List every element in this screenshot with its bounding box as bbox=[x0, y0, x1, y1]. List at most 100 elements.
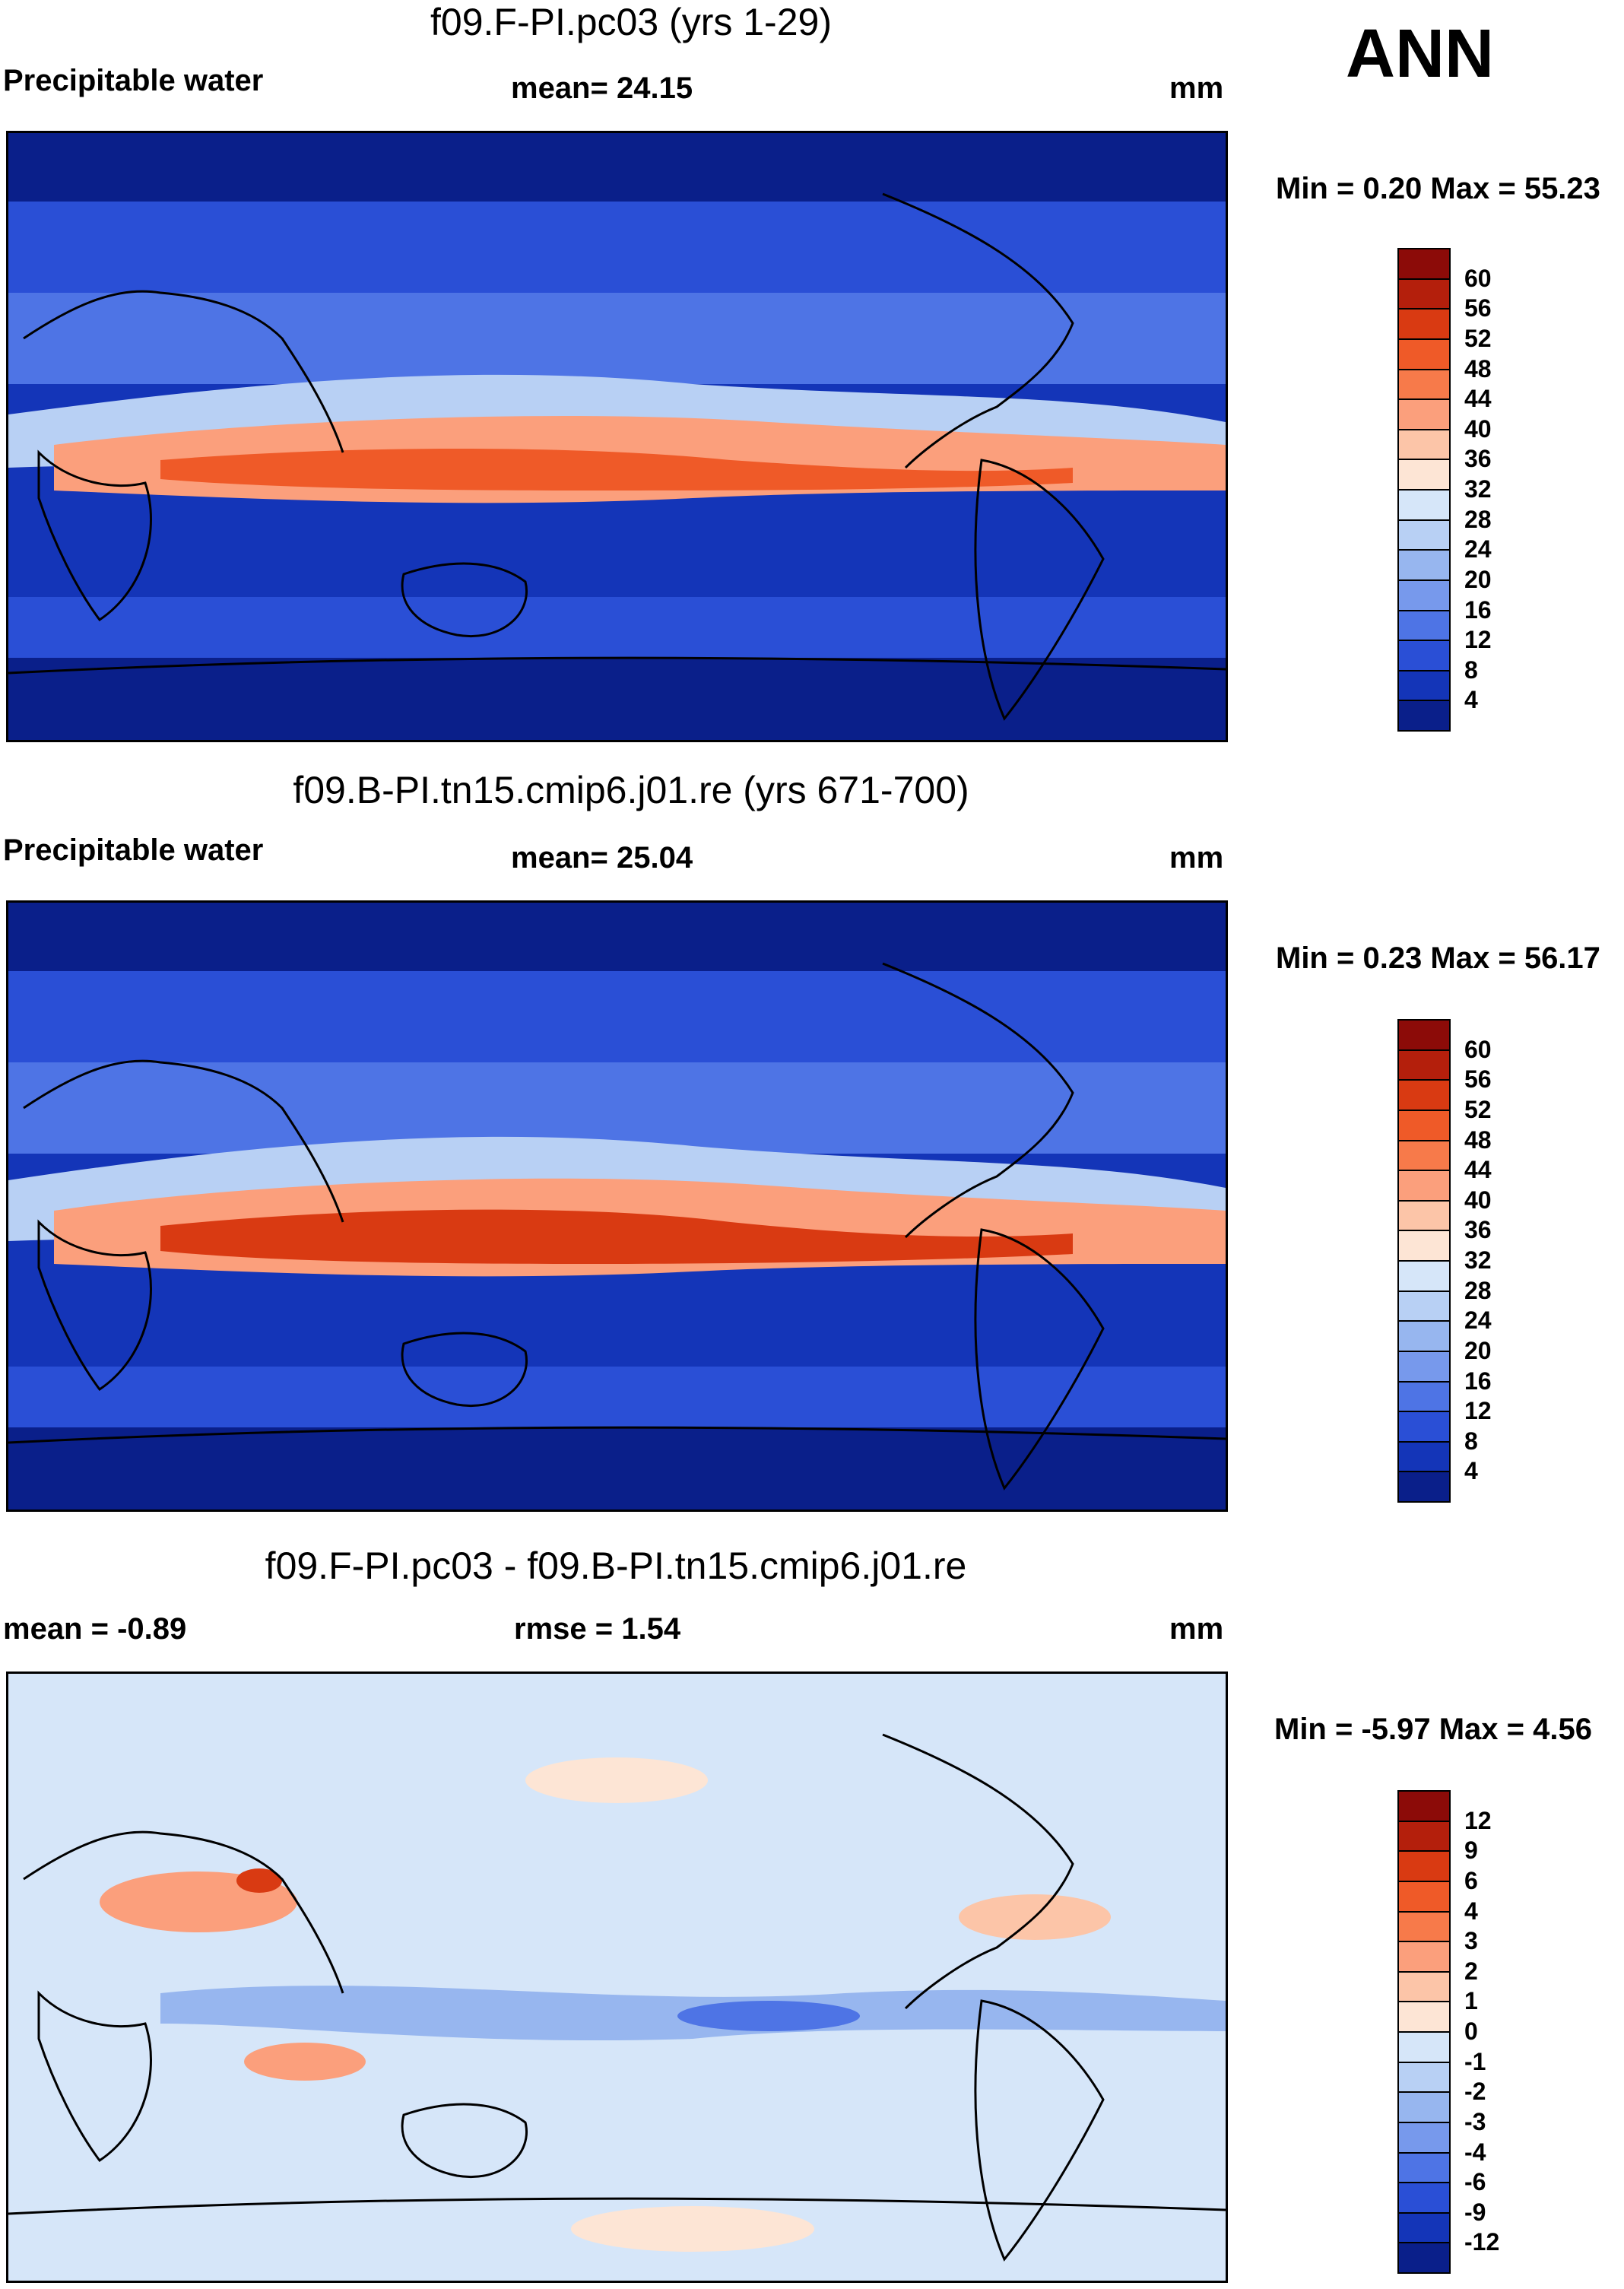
map-band-s-mid bbox=[8, 597, 1226, 658]
coast-antarctica bbox=[8, 656, 1226, 675]
colorbar-segment bbox=[1397, 489, 1451, 521]
panel2-title: f09.B-PI.tn15.cmip6.j01.re (yrs 671-700) bbox=[293, 769, 969, 811]
coastlines bbox=[8, 962, 1226, 1491]
panel2-minmax-label: Min = 0.23 Max = 56.17 bbox=[1276, 941, 1600, 975]
coast-eurasia bbox=[23, 1059, 344, 1223]
coast-africa bbox=[37, 1990, 152, 2163]
colorbar-tick-label: 48 bbox=[1464, 1125, 1492, 1154]
colorbar-tick-label: 16 bbox=[1464, 595, 1492, 624]
colorbar-segment bbox=[1397, 1850, 1451, 1882]
colorbar-tick-label: 6 bbox=[1464, 1866, 1478, 1894]
colorbar-tick-label: 4 bbox=[1464, 686, 1478, 714]
coast-n-america bbox=[882, 962, 1074, 1239]
colorbar-segment bbox=[1397, 2211, 1451, 2244]
map-band-n-sub bbox=[8, 1062, 1226, 1154]
map-band-warmpool bbox=[160, 1209, 1073, 1264]
colorbar-segment bbox=[1397, 248, 1451, 280]
colorbar-segment bbox=[1397, 308, 1451, 340]
colorbar-segment bbox=[1397, 669, 1451, 702]
colorbar-segment bbox=[1397, 1350, 1451, 1383]
colorbar-segment bbox=[1397, 519, 1451, 551]
colorbar-tick-label: 12 bbox=[1464, 1806, 1492, 1834]
map-band-s-mid bbox=[8, 1367, 1226, 1427]
colorbar-tick-label: 32 bbox=[1464, 1246, 1492, 1274]
panel3-title: f09.F-PI.pc03 - f09.B-PI.tn15.cmip6.j01.… bbox=[265, 1545, 967, 1587]
colorbar-segment bbox=[1397, 700, 1451, 732]
panel3-colorbar: 12 9 6 4 3 2 1 0 -1 -2 -3 -4 -6 -9 -12 bbox=[1397, 1790, 1499, 2274]
anom-pos-npac bbox=[525, 1757, 708, 1803]
colorbar-segment bbox=[1397, 398, 1451, 430]
panel3-units-label: mm bbox=[1169, 1612, 1224, 1646]
colorbar-tick-label: -2 bbox=[1464, 2078, 1486, 2106]
colorbar-segment bbox=[1397, 338, 1451, 370]
colorbar-tick-label: 9 bbox=[1464, 1837, 1478, 1865]
panel2-map bbox=[6, 900, 1228, 1512]
colorbar-tick-label: 1 bbox=[1464, 1987, 1478, 2015]
colorbar-segment bbox=[1397, 640, 1451, 671]
colorbar-tick-label: 16 bbox=[1464, 1367, 1492, 1395]
coast-africa bbox=[37, 1219, 152, 1392]
colorbar-segment bbox=[1397, 1910, 1451, 1943]
colorbar-segment bbox=[1397, 1970, 1451, 2003]
colorbar-tick-label: 56 bbox=[1464, 294, 1492, 322]
map-band-north bbox=[8, 903, 1226, 971]
colorbar-segment bbox=[1397, 1320, 1451, 1352]
panel1-map-svg bbox=[8, 133, 1226, 740]
colorbar-tick-label: 28 bbox=[1464, 1276, 1492, 1304]
colorbar-segment bbox=[1397, 1199, 1451, 1232]
panel1-variable-label: Precipitable water bbox=[3, 64, 264, 97]
anom-pos-indian bbox=[244, 2043, 366, 2081]
panel3-mean-label: mean = -0.89 bbox=[3, 1612, 187, 1646]
colorbar-segment bbox=[1397, 549, 1451, 581]
colorbar-tick-label: -4 bbox=[1464, 2138, 1486, 2166]
colorbar-tick-label: 60 bbox=[1464, 1035, 1492, 1063]
map-band-n-sub bbox=[8, 293, 1226, 384]
panel1-minmax-label: Min = 0.20 Max = 55.23 bbox=[1276, 172, 1600, 205]
panel2-mean-label: mean= 25.04 bbox=[511, 841, 693, 875]
coast-s-america bbox=[974, 459, 1105, 721]
colorbar-segment bbox=[1397, 459, 1451, 490]
anom-neg-epac bbox=[677, 2001, 860, 2031]
colorbar-segment bbox=[1397, 2182, 1451, 2214]
colorbar-tick-label: -3 bbox=[1464, 2107, 1486, 2135]
panel1-mean-label: mean= 24.15 bbox=[511, 71, 693, 105]
colorbar-segment bbox=[1397, 1380, 1451, 1413]
colorbar-tick-label: 0 bbox=[1464, 2018, 1478, 2045]
coast-australia bbox=[401, 2103, 528, 2178]
coast-africa bbox=[37, 449, 152, 622]
coast-s-america bbox=[974, 1999, 1105, 2262]
panel2-variable-label: Precipitable water bbox=[3, 833, 264, 867]
coast-eurasia bbox=[23, 290, 344, 453]
colorbar-tick-label: 4 bbox=[1464, 1457, 1478, 1485]
colorbar-segment bbox=[1397, 1019, 1451, 1051]
colorbar-segment bbox=[1397, 1471, 1451, 1503]
colorbar-segment bbox=[1397, 579, 1451, 611]
colorbar-segment bbox=[1397, 2031, 1451, 2063]
colorbar-tick-label: 20 bbox=[1464, 565, 1492, 593]
colorbar-tick-label: -12 bbox=[1464, 2228, 1500, 2256]
coast-s-america bbox=[974, 1228, 1105, 1491]
colorbar-segment bbox=[1397, 1079, 1451, 1111]
colorbar-segment bbox=[1397, 278, 1451, 310]
colorbar-segment bbox=[1397, 1290, 1451, 1322]
colorbar-tick-label: 36 bbox=[1464, 445, 1492, 473]
colorbar-tick-label: 8 bbox=[1464, 1427, 1478, 1455]
coast-antarctica bbox=[8, 1426, 1226, 1444]
colorbar-segment bbox=[1397, 2242, 1451, 2274]
colorbar-tick-label: 52 bbox=[1464, 324, 1492, 352]
colorbar-segment bbox=[1397, 428, 1451, 461]
colorbar-segment bbox=[1397, 609, 1451, 642]
colorbar-tick-label: 44 bbox=[1464, 1156, 1492, 1184]
colorbar-segment bbox=[1397, 2151, 1451, 2184]
coast-n-america bbox=[882, 192, 1074, 469]
colorbar-tick-label: 8 bbox=[1464, 656, 1478, 684]
colorbar-tick-label: 28 bbox=[1464, 505, 1492, 533]
colorbar-segment bbox=[1397, 1440, 1451, 1473]
panel2-map-svg bbox=[8, 903, 1226, 1510]
colorbar-tick-label: 44 bbox=[1464, 385, 1492, 413]
coast-eurasia bbox=[23, 1830, 344, 1994]
colorbar-segment bbox=[1397, 1139, 1451, 1172]
map-band-south bbox=[8, 1427, 1226, 1510]
anom-pos-antarctica bbox=[571, 2206, 814, 2252]
colorbar-segment bbox=[1397, 1880, 1451, 1913]
